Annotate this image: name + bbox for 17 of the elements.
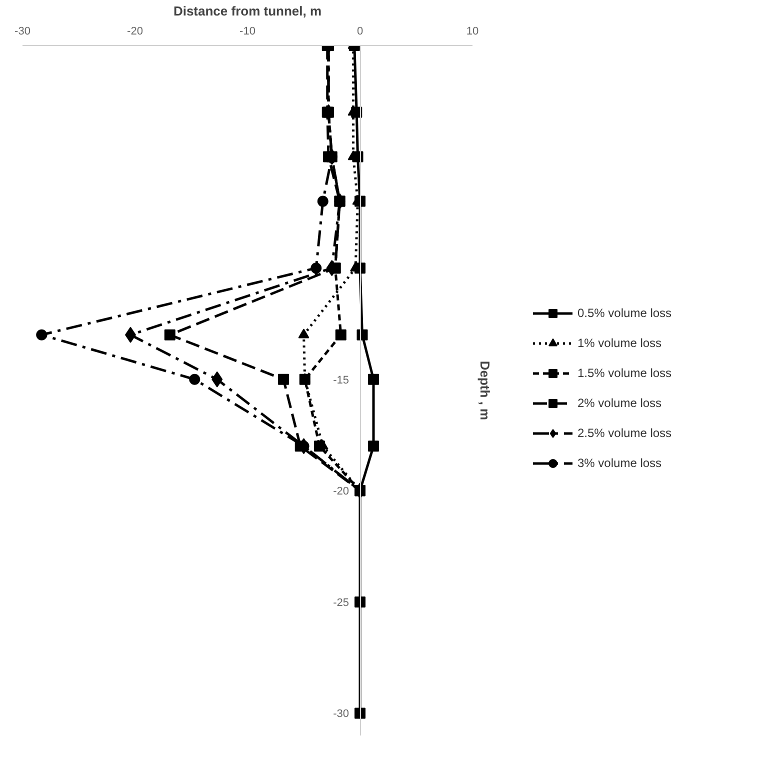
legend-label: 1% volume loss [578,336,663,350]
x-tick-label: 10 [466,26,479,38]
x-tick-label: -30 [14,26,30,38]
x-tick-label: 0 [356,26,364,38]
legend-label: 1.5% volume loss [578,366,673,380]
legend-label: 2.5% volume loss [578,426,673,440]
x-axis-title: Distance from tunnel, m [173,4,322,18]
y-tick-label: -20 [333,486,350,498]
y-axis-title: Depth , m [478,360,492,420]
legend-label: 2% volume loss [578,396,663,410]
x-tick-label: -10 [240,26,256,38]
y-tick-label: -30 [333,708,350,720]
x-tick-label: -20 [127,26,143,38]
legend-label: 3% volume loss [578,456,663,470]
y-tick-label: -15 [333,374,350,386]
y-tick-label: -25 [333,596,350,609]
legend-label: 0.5% volume loss [578,306,673,320]
